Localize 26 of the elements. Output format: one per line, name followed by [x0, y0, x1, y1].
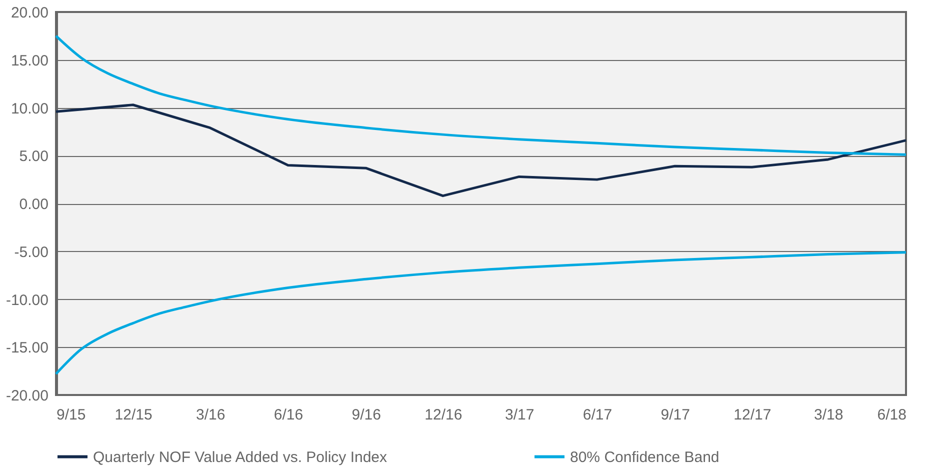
- x-tick-label: 3/16: [196, 406, 226, 424]
- y-tick-label: 0.00: [19, 196, 48, 213]
- legend-label: Quarterly NOF Value Added vs. Policy Index: [93, 448, 388, 466]
- x-tick-label: 6/18: [877, 406, 906, 424]
- x-tick-label: 9/15: [56, 406, 86, 424]
- x-tick-label: 6/16: [274, 406, 304, 424]
- x-tick-label: 3/17: [504, 406, 534, 424]
- x-tick-label: 6/17: [582, 406, 612, 424]
- y-tick-label: 5.00: [19, 148, 48, 166]
- y-tick-label: 15.00: [10, 52, 48, 70]
- y-tick-label: -5.00: [14, 244, 48, 261]
- y-tick-label: 20.00: [10, 4, 48, 22]
- x-tick-label: 9/17: [660, 406, 690, 424]
- y-tick-label: -15.00: [6, 340, 48, 357]
- line-series: [54, 251, 908, 376]
- x-tick-label: 12/16: [424, 406, 462, 424]
- x-tick-label: 3/18: [814, 406, 844, 424]
- line-series: [54, 34, 908, 156]
- y-tick-label: 10.00: [10, 100, 48, 118]
- x-tick-label: 12/15: [114, 406, 152, 424]
- line-series: [54, 104, 908, 198]
- y-tick-label: -10.00: [6, 292, 48, 309]
- legend-label: 80% Confidence Band: [570, 448, 720, 466]
- y-tick-label: -20.00: [6, 388, 48, 404]
- x-tick-label: 12/17: [734, 406, 772, 424]
- x-tick-label: 9/16: [352, 406, 381, 424]
